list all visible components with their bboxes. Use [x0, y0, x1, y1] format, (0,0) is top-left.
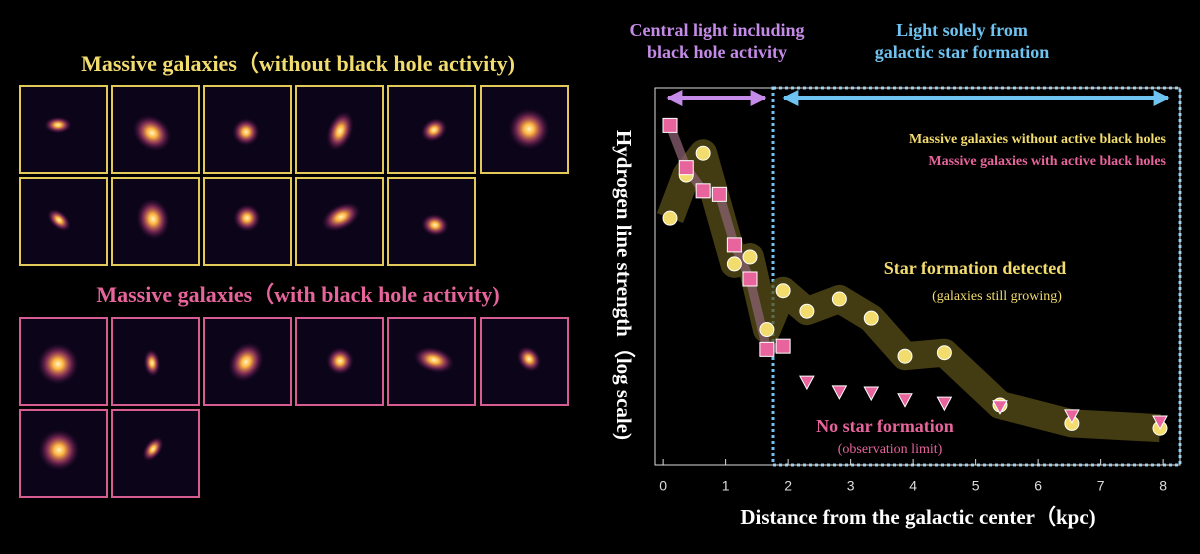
region-label: galactic star formation [875, 42, 1050, 62]
trend-band [656, 139, 1161, 443]
x-tick-label: 2 [784, 478, 792, 494]
upper-limit [863, 386, 880, 402]
x-tick-label: 7 [1097, 478, 1105, 494]
data-point [863, 310, 879, 326]
data-point [695, 183, 711, 199]
upper-limit [1152, 415, 1168, 431]
data-point [662, 117, 678, 133]
data-point [711, 186, 727, 202]
galaxy [232, 118, 260, 146]
data-point [726, 256, 742, 272]
data-point [678, 160, 694, 176]
galaxy [38, 429, 80, 471]
legend-entry: Massive galaxies with active black holes [928, 154, 1166, 169]
data-point [759, 341, 775, 357]
galaxy [508, 108, 550, 150]
data-point [742, 249, 758, 265]
upper-limit [992, 400, 1008, 415]
x-axis-label: Distance from the galactic center（kpc) [740, 505, 1095, 529]
data-point [662, 210, 678, 226]
galaxy [132, 114, 172, 152]
data-point [695, 145, 711, 161]
annotation: (galaxies still growing) [932, 289, 1062, 304]
galaxy [326, 347, 355, 376]
region-label: Central light including [629, 20, 804, 40]
upper-limit [897, 393, 913, 408]
thumbnail [111, 85, 200, 174]
galaxy [233, 204, 262, 232]
data-point [897, 348, 913, 364]
data-point [742, 271, 758, 287]
annotation: No star formation [816, 416, 954, 436]
galaxy [421, 213, 449, 237]
x-tick-label: 6 [1034, 478, 1042, 494]
thumbnails [19, 85, 569, 498]
upper-limit [799, 375, 815, 391]
bottom-title: Massive galaxies（with black hole activit… [96, 282, 499, 307]
data-point [936, 345, 952, 361]
galaxy [326, 110, 354, 152]
annotation: (observation limit) [838, 442, 943, 457]
galaxy [516, 345, 542, 373]
galaxy [136, 198, 170, 240]
galaxy [47, 208, 71, 232]
galaxy [37, 343, 79, 385]
thumbnail [295, 317, 384, 406]
galaxy [227, 342, 265, 382]
legend-entry: Massive galaxies without active black ho… [909, 132, 1167, 147]
galaxy [143, 349, 161, 377]
data-point [775, 338, 791, 354]
x-tick-label: 1 [722, 478, 730, 494]
x-tick-label: 5 [972, 478, 980, 494]
galaxy [321, 202, 361, 232]
galaxy [44, 116, 72, 134]
data-point [831, 291, 847, 307]
top-title: Massive galaxies（without black hole acti… [81, 51, 515, 76]
data-point [759, 322, 775, 338]
upper-limit [831, 385, 848, 400]
data-point [726, 237, 742, 253]
galaxy [413, 346, 455, 374]
annotation: Star formation detected [884, 258, 1067, 278]
region-label: black hole activity [647, 42, 787, 62]
x-tick-label: 4 [909, 478, 917, 494]
data-point [775, 283, 791, 299]
region-label: Light solely from [896, 20, 1028, 40]
upper-limit [936, 396, 953, 412]
galaxy [142, 436, 164, 462]
y-axis-label: Hydrogen line strength（log scale) [612, 130, 636, 440]
x-tick-label: 3 [847, 478, 855, 494]
plot-frame [654, 87, 1181, 466]
thumbnail [19, 317, 108, 406]
data-point [799, 303, 815, 319]
x-tick-label: 8 [1159, 478, 1167, 494]
x-tick-label: 0 [659, 478, 667, 494]
galaxy [420, 117, 448, 143]
upper-limit [1064, 409, 1080, 424]
